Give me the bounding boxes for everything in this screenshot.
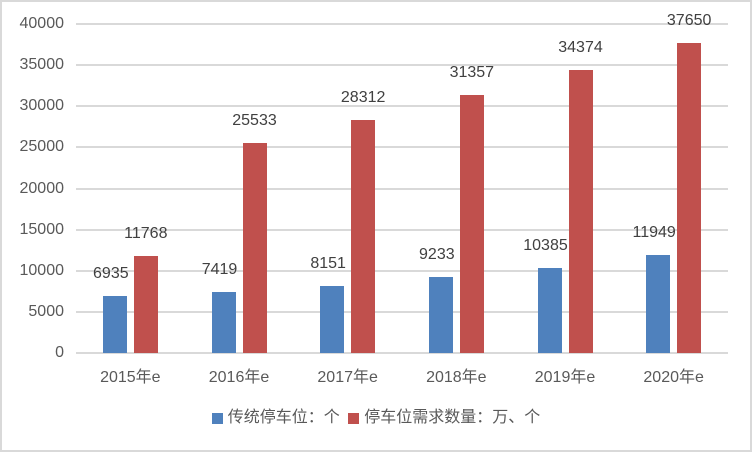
y-axis-tick-label: 20000 [19, 179, 65, 197]
data-label: 37650 [666, 12, 712, 30]
legend-item-traditional-parking: 传统停车位：个 [211, 408, 340, 428]
bar-traditional-parking [428, 277, 453, 353]
y-axis-tick-label: 15000 [19, 220, 65, 238]
data-label: 11949 [632, 223, 676, 241]
bar-traditional-parking [211, 291, 236, 353]
chart-legend: 传统停车位：个 停车位需求数量：万、个 [0, 408, 752, 430]
data-label: 11768 [124, 225, 168, 243]
bar-traditional-parking [646, 254, 671, 353]
y-axis-tick-label: 10000 [19, 261, 65, 279]
data-label: 31357 [449, 64, 495, 82]
y-axis-tick-label: 25000 [19, 138, 65, 156]
gridline [76, 352, 728, 354]
bar-parking-demand [133, 256, 158, 353]
legend-swatch-red-icon [348, 412, 360, 424]
gridline [76, 187, 728, 190]
gridline [76, 228, 728, 231]
x-axis-category-label: 2018年e [426, 369, 487, 386]
legend-swatch-blue-icon [211, 412, 223, 424]
y-axis-tick-label: 0 [55, 344, 64, 361]
bar-parking-demand [459, 95, 484, 353]
gridline [76, 269, 728, 272]
y-axis-tick-label: 5000 [28, 302, 64, 320]
gridline [76, 146, 728, 149]
bar-traditional-parking [320, 285, 345, 353]
data-label: 6935 [93, 264, 129, 282]
data-label: 28312 [340, 89, 386, 107]
gridline [76, 23, 728, 25]
x-axis-category-label: 2016年e [208, 369, 270, 386]
data-label: 25533 [232, 111, 277, 129]
x-axis-category-label: 2020年e [643, 369, 704, 386]
bar-traditional-parking [102, 295, 127, 353]
x-axis-category-label: 2017年e [317, 369, 378, 386]
legend-item-parking-demand: 停车位需求数量：万、个 [348, 408, 540, 428]
gridline [76, 64, 728, 67]
x-axis-category-label: 2019年e [534, 369, 596, 386]
data-label: 7419 [201, 260, 238, 278]
data-label: 8151 [310, 254, 346, 272]
bar-parking-demand [568, 70, 593, 353]
data-label: 34374 [558, 39, 603, 57]
gridline [76, 310, 728, 313]
bar-parking-demand [677, 43, 702, 353]
legend-label: 停车位需求数量：万、个 [364, 409, 541, 426]
bar-parking-demand [242, 142, 267, 353]
gridline [76, 105, 728, 108]
bar-traditional-parking [537, 267, 562, 353]
y-axis-tick-label: 30000 [19, 97, 65, 115]
y-axis-tick-label: 40000 [19, 15, 65, 32]
y-axis-tick-label: 35000 [19, 56, 65, 74]
bar-parking-demand [351, 120, 376, 353]
data-label: 10385 [523, 236, 568, 254]
data-label: 9233 [419, 246, 455, 264]
legend-label: 传统停车位：个 [227, 409, 340, 426]
x-axis-category-label: 2015年e [100, 369, 161, 386]
